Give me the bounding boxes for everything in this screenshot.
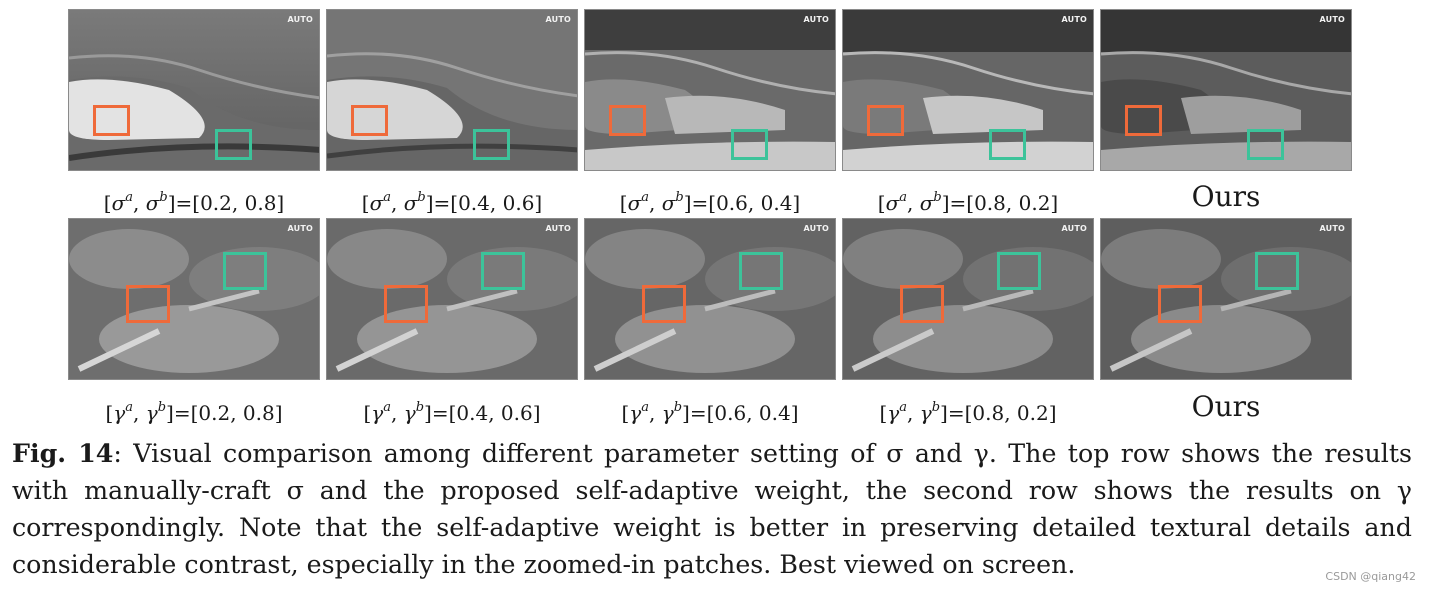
zoom-box-orange bbox=[1158, 285, 1202, 323]
zoom-box-orange bbox=[351, 105, 388, 136]
hillside-scene-image bbox=[327, 219, 577, 379]
zoom-box-green bbox=[473, 129, 510, 160]
auto-tag: AUTO bbox=[545, 224, 571, 233]
figure-caption: Fig. 14: Visual comparison among differe… bbox=[12, 435, 1412, 583]
zoom-box-orange bbox=[384, 285, 428, 323]
param-caption: [γa, γb]=[0.6, 0.4] bbox=[621, 400, 799, 425]
hillside-image-panel-ours: AUTO bbox=[1100, 218, 1352, 380]
zoom-box-orange bbox=[1125, 105, 1162, 136]
zoom-box-green bbox=[223, 252, 267, 290]
zoom-box-orange bbox=[609, 105, 646, 136]
hillside-image-panel-3: AUTO bbox=[584, 218, 836, 380]
hillside-image-panel-1: AUTO bbox=[68, 218, 320, 380]
lake-image-panel-1: AUTO bbox=[68, 9, 320, 171]
zoom-box-green bbox=[215, 129, 252, 160]
zoom-box-green bbox=[1255, 252, 1299, 290]
bottom-caption-row: [γa, γb]=[0.2, 0.8] [γa, γb]=[0.4, 0.6] … bbox=[68, 390, 1354, 426]
auto-tag: AUTO bbox=[1061, 15, 1087, 24]
auto-tag: AUTO bbox=[1319, 224, 1345, 233]
lake-image-panel-4: AUTO bbox=[842, 9, 1094, 171]
zoom-box-orange bbox=[900, 285, 944, 323]
lake-image-panel-2: AUTO bbox=[326, 9, 578, 171]
lake-scene-image bbox=[585, 10, 835, 170]
auto-tag: AUTO bbox=[803, 224, 829, 233]
param-caption: [σa, σb]=[0.4, 0.6] bbox=[361, 190, 543, 215]
lake-scene-image bbox=[843, 10, 1093, 170]
auto-tag: AUTO bbox=[803, 15, 829, 24]
zoom-box-orange bbox=[93, 105, 130, 136]
top-caption-row: [σa, σb]=[0.2, 0.8] [σa, σb]=[0.4, 0.6] … bbox=[68, 180, 1354, 216]
zoom-box-orange bbox=[642, 285, 686, 323]
lake-image-panel-3: AUTO bbox=[584, 9, 836, 171]
lake-scene-image bbox=[69, 10, 319, 170]
top-image-row: AUTO AUTO AUTO bbox=[68, 9, 1354, 171]
hillside-image-panel-2: AUTO bbox=[326, 218, 578, 380]
zoom-box-green bbox=[731, 129, 768, 160]
ours-caption: Ours bbox=[1191, 180, 1261, 213]
hillside-scene-image bbox=[1101, 219, 1351, 379]
ours-caption: Ours bbox=[1191, 390, 1261, 423]
zoom-box-green bbox=[997, 252, 1041, 290]
zoom-box-green bbox=[739, 252, 783, 290]
param-caption: [γa, γb]=[0.8, 0.2] bbox=[879, 400, 1057, 425]
param-caption: [σa, σb]=[0.6, 0.4] bbox=[619, 190, 801, 215]
lake-scene-image bbox=[1101, 10, 1351, 170]
zoom-box-green bbox=[481, 252, 525, 290]
auto-tag: AUTO bbox=[287, 15, 313, 24]
auto-tag: AUTO bbox=[1319, 15, 1345, 24]
hillside-scene-image bbox=[843, 219, 1093, 379]
auto-tag: AUTO bbox=[545, 15, 571, 24]
param-caption: [γa, γb]=[0.2, 0.8] bbox=[105, 400, 283, 425]
hillside-scene-image bbox=[585, 219, 835, 379]
lake-scene-image bbox=[327, 10, 577, 170]
param-caption: [σa, σb]=[0.2, 0.8] bbox=[103, 190, 285, 215]
hillside-scene-image bbox=[69, 219, 319, 379]
figure-label: Fig. 14 bbox=[12, 438, 114, 468]
figure-caption-text: : Visual comparison among different para… bbox=[12, 439, 1412, 579]
zoom-box-green bbox=[989, 129, 1026, 160]
zoom-box-green bbox=[1247, 129, 1284, 160]
lake-image-panel-ours: AUTO bbox=[1100, 9, 1352, 171]
zoom-box-orange bbox=[867, 105, 904, 136]
param-caption: [γa, γb]=[0.4, 0.6] bbox=[363, 400, 541, 425]
auto-tag: AUTO bbox=[287, 224, 313, 233]
param-caption: [σa, σb]=[0.8, 0.2] bbox=[877, 190, 1059, 215]
bottom-image-row: AUTO AUTO AUTO bbox=[68, 218, 1354, 380]
hillside-image-panel-4: AUTO bbox=[842, 218, 1094, 380]
auto-tag: AUTO bbox=[1061, 224, 1087, 233]
zoom-box-orange bbox=[126, 285, 170, 323]
watermark: CSDN @qiang42 bbox=[1325, 570, 1416, 583]
